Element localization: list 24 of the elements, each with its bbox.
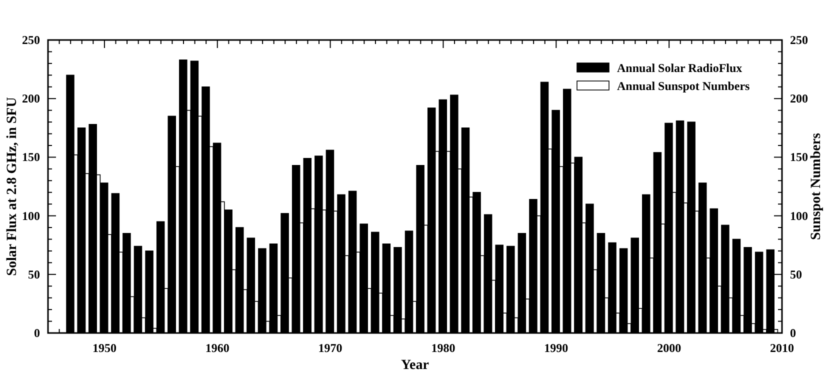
y2-tick-label: 250 (790, 33, 808, 47)
y2-axis-title: Sunspot Numbers (809, 132, 824, 240)
y2-tick-label: 50 (790, 267, 802, 282)
legend-label: Annual Sunspot Numbers (617, 79, 750, 93)
x-tick-label: 1990 (544, 341, 568, 355)
y-tick-label: 250 (22, 33, 40, 47)
x-tick-label: 1970 (318, 341, 342, 355)
x-tick-label: 1980 (431, 341, 456, 355)
y-tick-label: 150 (22, 150, 40, 164)
y-tick-label: 200 (22, 92, 40, 106)
x-tick-label: 2000 (657, 341, 682, 355)
x-tick-label: 1960 (205, 341, 230, 355)
x-tick-label: 1950 (92, 341, 116, 355)
y-tick-label: 0 (34, 326, 40, 340)
y-axis-title: Solar Flux at 2.8 GHz, in SFU (5, 97, 20, 276)
x-tick-label: 2010 (770, 341, 794, 355)
y2-tick-label: 200 (790, 92, 808, 106)
y2-tick-label: 0 (790, 326, 796, 340)
y-tick-label: 100 (22, 208, 40, 223)
y2-tick-label: 150 (790, 150, 808, 164)
x-axis-title: Year (401, 358, 429, 373)
y2-tick-label: 100 (790, 208, 808, 223)
legend-label: Annual Solar RadioFlux (617, 61, 742, 75)
y-tick-label: 50 (28, 267, 40, 282)
